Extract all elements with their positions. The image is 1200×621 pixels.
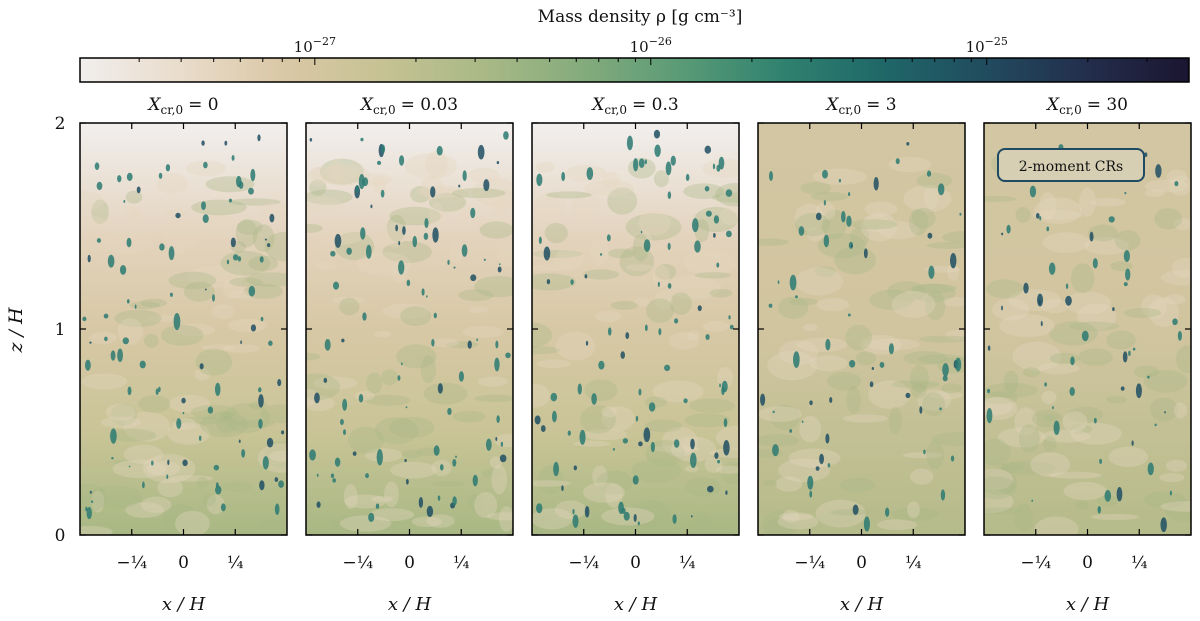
y-axis-label: z / H: [5, 307, 27, 353]
x-tick-label: 0: [178, 553, 189, 573]
density-map: [984, 123, 1191, 535]
annotation-text: 2-moment CRs: [1019, 159, 1123, 175]
x-tick-label: ¼: [905, 553, 921, 573]
x-axis-label: x / H: [162, 594, 206, 615]
x-tick-label: ¼: [1131, 553, 1147, 573]
x-axis-label: x / H: [614, 594, 658, 615]
colorbar: [79, 57, 1190, 83]
panel-2: Xcr,0 = 0.03 −¼ 0 ¼ x / H: [305, 95, 514, 615]
x-tick-label: −¼: [794, 553, 825, 573]
y-tick-label: 1: [55, 320, 66, 340]
panel-title: Xcr,0 = 3: [824, 95, 896, 117]
x-tick-label: −¼: [1020, 553, 1051, 573]
x-tick-label: 0: [1082, 553, 1093, 573]
panel-4: Xcr,0 = 3 −¼ 0 ¼ x / H: [757, 95, 966, 615]
panel-title: Xcr,0 = 0.3: [590, 95, 678, 117]
colorbar-tick-label: 10−27: [294, 35, 336, 56]
panel-title: Xcr,0 = 0.03: [359, 95, 458, 117]
panel-5: Xcr,0 = 30 −¼ 0 ¼ x / H 2-moment CRs: [983, 95, 1192, 615]
x-tick-label: −¼: [116, 553, 147, 573]
x-tick-label: −¼: [568, 553, 599, 573]
x-axis-label: x / H: [388, 594, 432, 615]
x-axis-label: x / H: [840, 594, 884, 615]
x-tick-label: −¼: [342, 553, 373, 573]
x-tick-label: 0: [404, 553, 415, 573]
panel-title: Xcr,0 = 30: [1045, 95, 1128, 117]
density-map: [306, 123, 513, 535]
colorbar-ticks: 10−27 10−26 10−25: [79, 35, 1190, 65]
y-tick-label: 0: [55, 526, 66, 546]
x-tick-label: ¼: [453, 553, 469, 573]
y-tick-labels: 0 1 2: [55, 114, 66, 546]
panel-1: Xcr,0 = 0 −¼ 0 ¼ x / H: [79, 95, 288, 615]
annotation-box: 2-moment CRs: [997, 148, 1145, 182]
y-tick-label: 2: [55, 114, 66, 134]
colorbar-tick-label: 10−25: [966, 35, 1008, 56]
density-map: [758, 123, 965, 535]
density-map: [80, 123, 287, 535]
x-axis-label: x / H: [1066, 594, 1110, 615]
x-tick-label: ¼: [227, 553, 243, 573]
x-tick-label: ¼: [679, 553, 695, 573]
x-tick-label: 0: [856, 553, 867, 573]
x-tick-label: 0: [630, 553, 641, 573]
colorbar-tick-label: 10−26: [630, 35, 672, 56]
colorbar-label: Mass density ρ [g cm⁻³]: [538, 7, 743, 27]
density-map: [532, 123, 739, 535]
panel-3: Xcr,0 = 0.3 −¼ 0 ¼ x / H: [531, 95, 740, 615]
panel-title: Xcr,0 = 0: [146, 95, 218, 117]
